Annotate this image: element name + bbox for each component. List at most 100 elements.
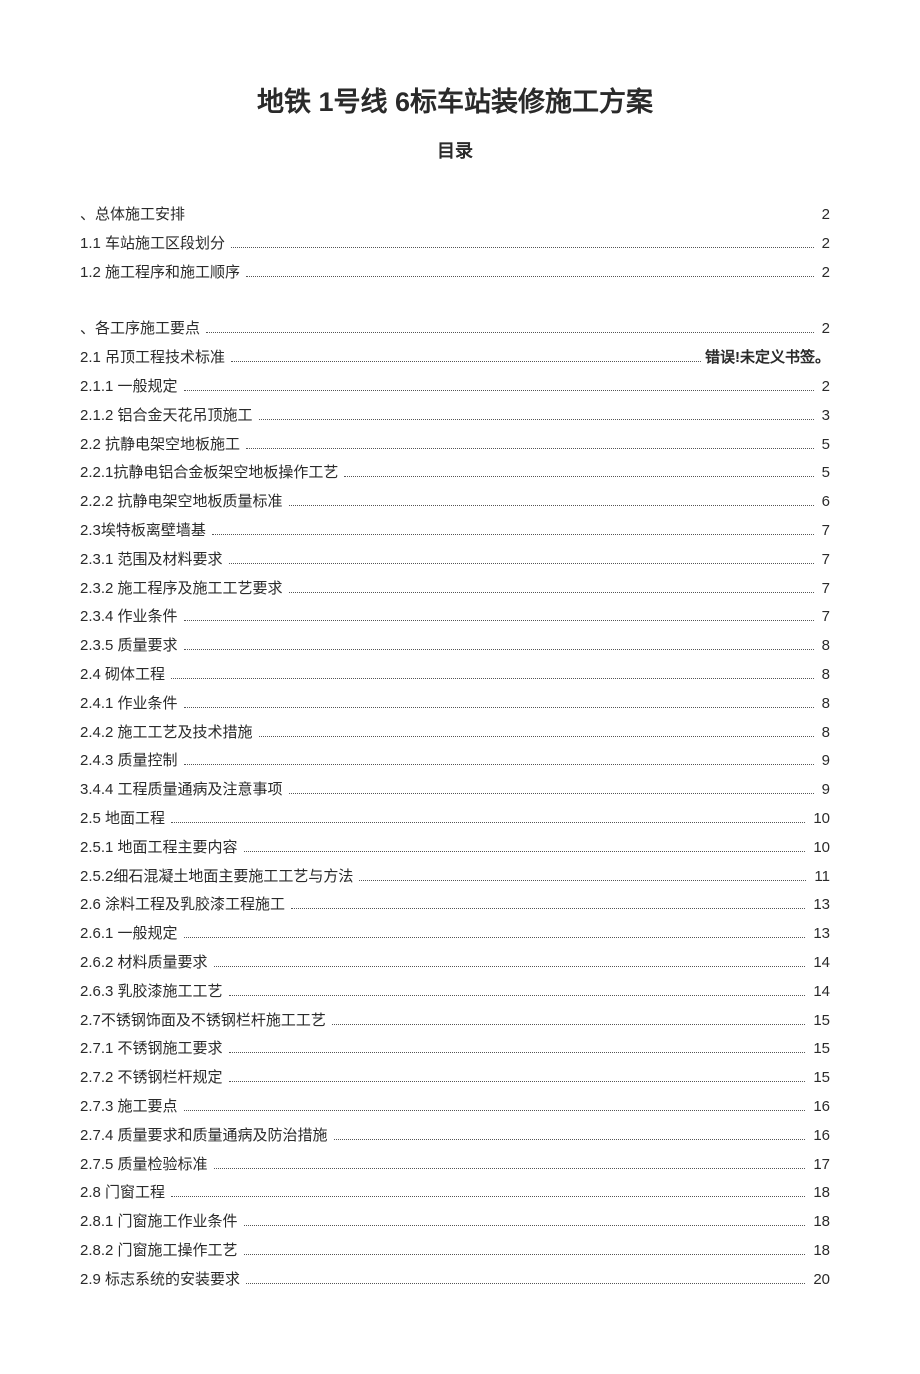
toc-entry: 2.6.3 乳胶漆施工工艺 14 [80, 978, 830, 1007]
toc-entry: 、各工序施工要点2 [80, 315, 830, 344]
toc-entry: 2.7.5 质量检验标准 17 [80, 1151, 830, 1180]
toc-entry: 2.6.2 材料质量要求 14 [80, 949, 830, 978]
toc-entry-page: 8 [818, 632, 830, 661]
toc-entry: 2.7.3 施工要点 16 [80, 1093, 830, 1122]
toc-entry-page: 9 [818, 776, 830, 805]
toc-entry: 2.3.2 施工程序及施工工艺要求7 [80, 575, 830, 604]
toc-entry: 2.7.4 质量要求和质量通病及防治措施 16 [80, 1122, 830, 1151]
toc-entry-label: 2.9 标志系统的安装要求 [80, 1266, 240, 1295]
toc-entry-page: 7 [818, 546, 830, 575]
toc-entry: 2.7.1 不锈钢施工要求15 [80, 1035, 830, 1064]
toc-dot-leader [332, 1013, 805, 1024]
toc-entry-page: 15 [809, 1064, 830, 1093]
toc-dot-leader [214, 1157, 806, 1168]
toc-entry: 2.5 地面工程 10 [80, 805, 830, 834]
toc-entry-label: 2.8.1 门窗施工作业条件 [80, 1208, 238, 1237]
toc-dot-leader [246, 1272, 805, 1283]
toc-entry-page: 14 [809, 978, 830, 1007]
toc-entry-label: 2.1 吊顶工程技术标准 [80, 344, 225, 373]
toc-entry-page: 13 [809, 891, 830, 920]
toc-entry: 2.4.2 施工工艺及技术措施8 [80, 719, 830, 748]
toc-entry-label: 2.4.3 质量控制 [80, 747, 178, 776]
toc-entry-label: 2.7.5 质量检验标准 [80, 1151, 208, 1180]
toc-entry: 2.9 标志系统的安装要求 20 [80, 1266, 830, 1295]
toc-entry-label: 2.5.1 地面工程主要内容 [80, 834, 238, 863]
toc-entry-label: 2.4 砌体工程 [80, 661, 165, 690]
toc-entry-page: 8 [818, 661, 830, 690]
toc-entry-page: 5 [818, 459, 830, 488]
toc-entry-label: 2.6.3 乳胶漆施工工艺 [80, 978, 223, 1007]
toc-gap [80, 287, 830, 315]
toc-dot-leader [291, 898, 805, 909]
toc-entry-page: 2 [818, 373, 830, 402]
toc-entry: 2.7.2 不锈钢栏杆规定 15 [80, 1064, 830, 1093]
toc-entry: 1.2 施工程序和施工顺序 2 [80, 259, 830, 288]
toc-entry-label: 2.7.1 不锈钢施工要求 [80, 1035, 223, 1064]
toc-entry-page: 2 [818, 315, 830, 344]
toc-entry-page: 7 [818, 603, 830, 632]
toc-entry-label: 2.3埃特板离壁墙基 [80, 517, 206, 546]
toc-entry: 2.2.1抗静电铝合金板架空地板操作工艺 5 [80, 459, 830, 488]
toc-entry-page: 2 [818, 259, 830, 288]
toc-dot-leader [244, 1244, 806, 1255]
toc-entry-page: 15 [809, 1007, 830, 1036]
toc-entry-label: 2.3.2 施工程序及施工工艺要求 [80, 575, 283, 604]
toc-dot-leader [171, 1186, 805, 1197]
toc-entry-label: 、总体施工安排 [80, 201, 185, 230]
toc-entry: 2.4 砌体工程 8 [80, 661, 830, 690]
toc-entry-page: 14 [809, 949, 830, 978]
toc-dot-leader [289, 581, 814, 592]
toc-dot-leader [289, 783, 814, 794]
toc-entry: 2.1.2 铝合金天花吊顶施工3 [80, 402, 830, 431]
toc-entry-label: 1.2 施工程序和施工顺序 [80, 259, 240, 288]
toc-entry-page: 16 [809, 1093, 830, 1122]
toc-entry-page: 7 [818, 517, 830, 546]
toc-entry-page: 16 [809, 1122, 830, 1151]
toc-entry-label: 2.7.2 不锈钢栏杆规定 [80, 1064, 223, 1093]
toc-entry: 2.6.1 一般规定 13 [80, 920, 830, 949]
toc-entry-page: 18 [809, 1179, 830, 1208]
toc-dot-leader [184, 380, 814, 391]
table-of-contents: 、总体施工安排21.1 车站施工区段划分21.2 施工程序和施工顺序2、各工序施… [80, 201, 830, 1294]
toc-entry-label: 2.7.3 施工要点 [80, 1093, 178, 1122]
toc-entry-label: 2.6.1 一般规定 [80, 920, 178, 949]
toc-entry-label: 1.1 车站施工区段划分 [80, 230, 225, 259]
toc-entry-label: 2.1.1 一般规定 [80, 373, 178, 402]
toc-entry: 2.1.1 一般规定 2 [80, 373, 830, 402]
toc-entry-page: 2 [818, 230, 830, 259]
toc-entry-page: 10 [809, 834, 830, 863]
toc-dot-leader [184, 639, 814, 650]
toc-entry-label: 2.2.1抗静电铝合金板架空地板操作工艺 [80, 459, 338, 488]
toc-entry-label: 3.4.4 工程质量通病及注意事项 [80, 776, 283, 805]
toc-dot-leader [259, 725, 814, 736]
toc-dot-leader [184, 697, 814, 708]
toc-entry-label: 2.3.5 质量要求 [80, 632, 178, 661]
toc-dot-leader [244, 840, 806, 851]
toc-entry-label: 2.7.4 质量要求和质量通病及防治措施 [80, 1122, 328, 1151]
toc-dot-leader [214, 956, 806, 967]
toc-entry: 2.3埃特板离壁墙基 7 [80, 517, 830, 546]
toc-entry-label: 2.6.2 材料质量要求 [80, 949, 208, 978]
toc-entry-page: 13 [809, 920, 830, 949]
toc-dot-leader [359, 869, 806, 880]
toc-dot-leader [184, 1100, 806, 1111]
toc-entry-label: 2.5 地面工程 [80, 805, 165, 834]
toc-entry-page: 17 [809, 1151, 830, 1180]
toc-entry: 3.4.4 工程质量通病及注意事项 9 [80, 776, 830, 805]
toc-entry-label: 2.5.2细石混凝土地面主要施工工艺与方法 [80, 863, 353, 892]
toc-entry-page: 9 [818, 747, 830, 776]
toc-entry-error: 错误!未定义书签。 [705, 344, 830, 373]
toc-entry: 2.4.3 质量控制 9 [80, 747, 830, 776]
toc-entry-page: 2 [818, 201, 830, 230]
toc-entry-page: 10 [809, 805, 830, 834]
toc-dot-leader [231, 351, 701, 362]
toc-dot-leader [289, 495, 814, 506]
toc-entry: 2.2.2 抗静电架空地板质量标准6 [80, 488, 830, 517]
toc-dot-leader [229, 553, 814, 564]
toc-entry-label: 2.2.2 抗静电架空地板质量标准 [80, 488, 283, 517]
toc-dot-leader [184, 754, 814, 765]
toc-entry-page: 20 [809, 1266, 830, 1295]
toc-entry: 2.3.5 质量要求 8 [80, 632, 830, 661]
toc-dot-leader [229, 1042, 806, 1053]
toc-dot-leader [246, 265, 814, 276]
